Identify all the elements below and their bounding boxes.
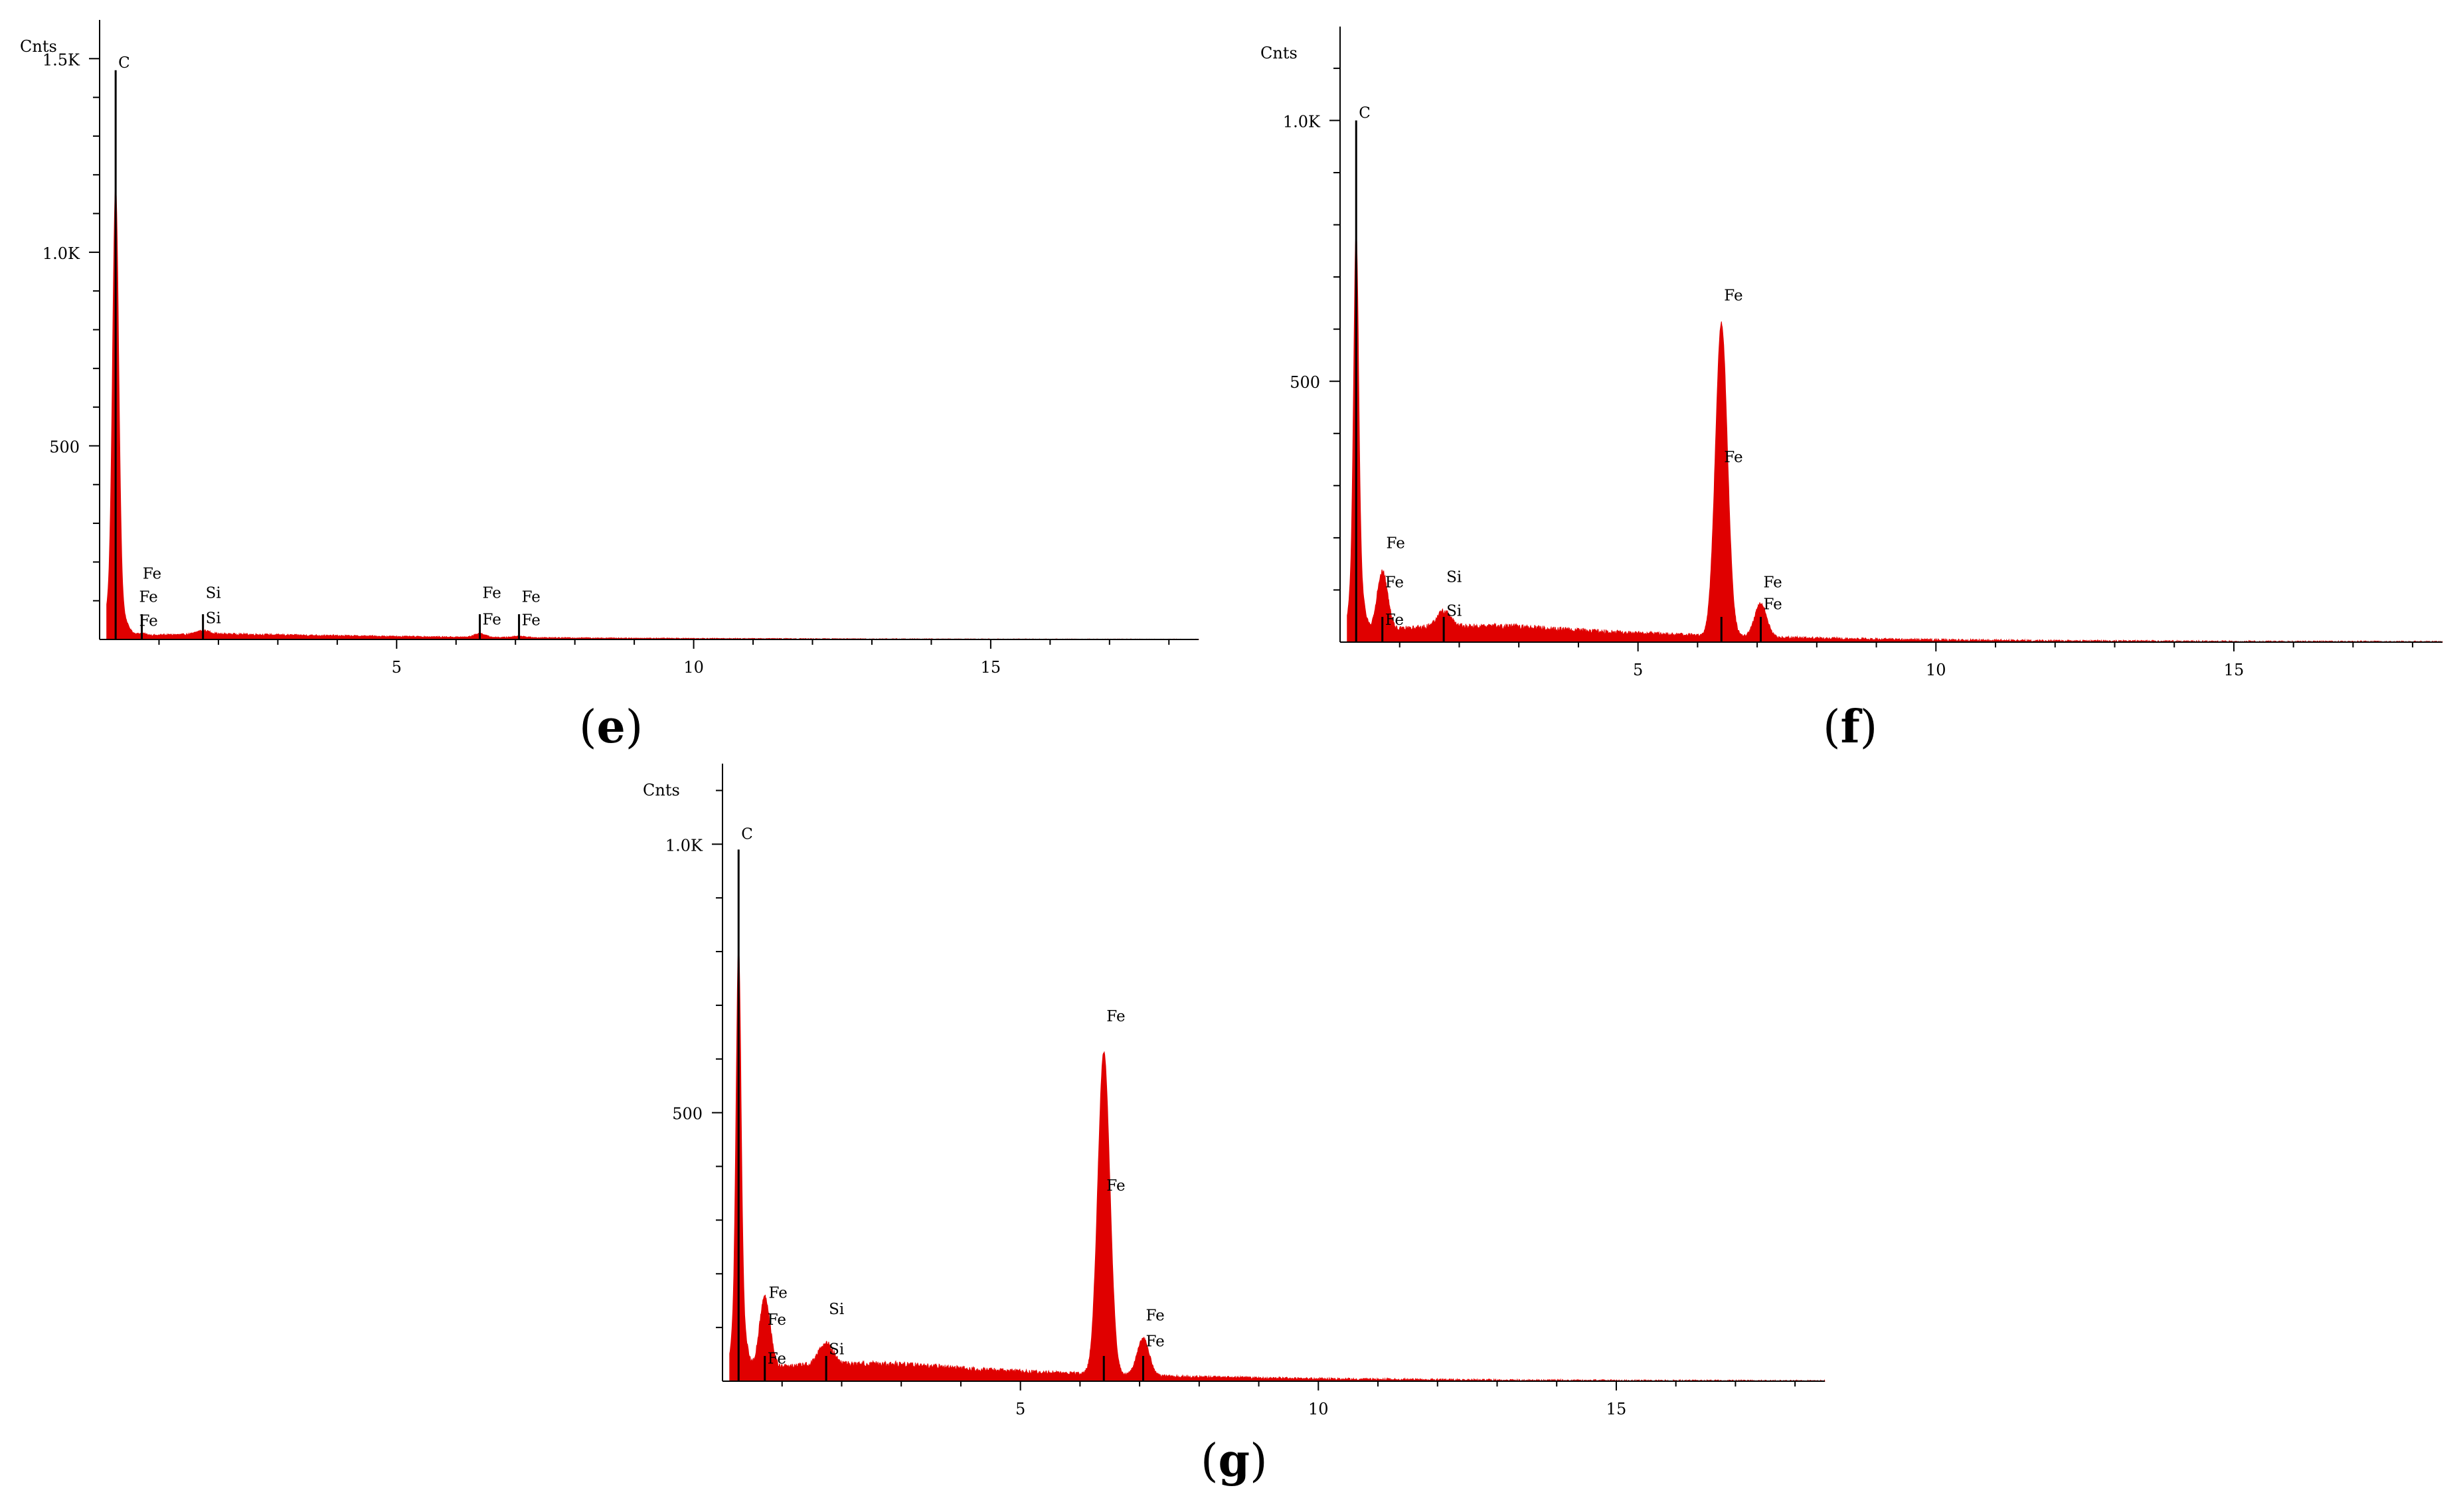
peak-label-si: Si	[206, 610, 221, 628]
peak-label-fe: Fe	[1387, 535, 1405, 552]
y-axis-label: Cnts	[1260, 44, 1298, 62]
y-tick-label: 500	[49, 438, 80, 456]
peak-label-fe: Fe	[139, 589, 157, 606]
peak-label-c: C	[1359, 104, 1371, 122]
peak-label-fe: Fe	[1106, 1008, 1125, 1025]
peak-label-fe: Fe	[1146, 1307, 1164, 1325]
peak-label-si: Si	[829, 1301, 844, 1318]
peak-label-fe: Fe	[522, 589, 541, 606]
panel-caption-g: (g)	[1201, 1434, 1268, 1487]
peak-label-fe: Fe	[143, 566, 161, 583]
peak-label-si: Si	[1446, 569, 1462, 586]
y-tick-label: 500	[672, 1105, 703, 1124]
y-tick-label: 1.0K	[1283, 112, 1321, 131]
peak-label-fe: Fe	[483, 585, 501, 602]
peak-label-fe: Fe	[1385, 574, 1404, 591]
peak-label-fe: Fe	[768, 1311, 786, 1329]
peak-label-fe: Fe	[768, 1350, 786, 1367]
x-tick-label: 10	[683, 658, 704, 677]
peak-label-fe: Fe	[139, 613, 157, 630]
peak-label-fe: Fe	[522, 612, 541, 630]
spectrum-area	[729, 946, 1825, 1383]
peak-label-fe: Fe	[1763, 574, 1782, 591]
peak-label-c: C	[118, 54, 130, 72]
x-tick-label: 15	[981, 658, 1001, 677]
peak-label-fe: Fe	[769, 1285, 788, 1302]
panel-label-f: f	[1840, 701, 1860, 754]
x-tick-label: 5	[392, 658, 402, 677]
y-tick-label: 1.0K	[665, 836, 703, 855]
y-axis-label: Cnts	[643, 781, 680, 799]
y-axis-label: Cnts	[20, 37, 57, 56]
peak-label-fe: Fe	[1385, 612, 1404, 629]
peak-label-fe: Fe	[1724, 449, 1742, 466]
peak-label-si: Si	[829, 1341, 844, 1359]
x-tick-label: 15	[1606, 1400, 1627, 1418]
x-tick-label: 15	[2224, 661, 2245, 679]
peak-label-fe: Fe	[483, 611, 501, 628]
peak-label-c: C	[741, 825, 753, 843]
peak-label-fe: Fe	[1763, 596, 1782, 613]
panel-caption-f: (f)	[1823, 701, 1878, 754]
panel-caption-e: (e)	[579, 701, 643, 754]
x-tick-label: 5	[1633, 661, 1643, 679]
panel-label-e: e	[596, 701, 626, 754]
y-tick-label: 500	[1290, 373, 1320, 392]
x-tick-label: 5	[1015, 1400, 1025, 1418]
x-tick-label: 10	[1308, 1400, 1329, 1418]
peak-label-si: Si	[1446, 603, 1462, 620]
peak-label-fe: Fe	[1146, 1333, 1164, 1350]
peak-label-fe: Fe	[1724, 287, 1742, 304]
y-tick-label: 1.0K	[42, 244, 80, 263]
x-tick-label: 10	[1926, 661, 1946, 679]
peak-label-fe: Fe	[1106, 1177, 1125, 1195]
y-tick-label: 1.5K	[42, 50, 80, 69]
panel-label-g: g	[1218, 1434, 1250, 1487]
peak-label-si: Si	[206, 585, 221, 602]
